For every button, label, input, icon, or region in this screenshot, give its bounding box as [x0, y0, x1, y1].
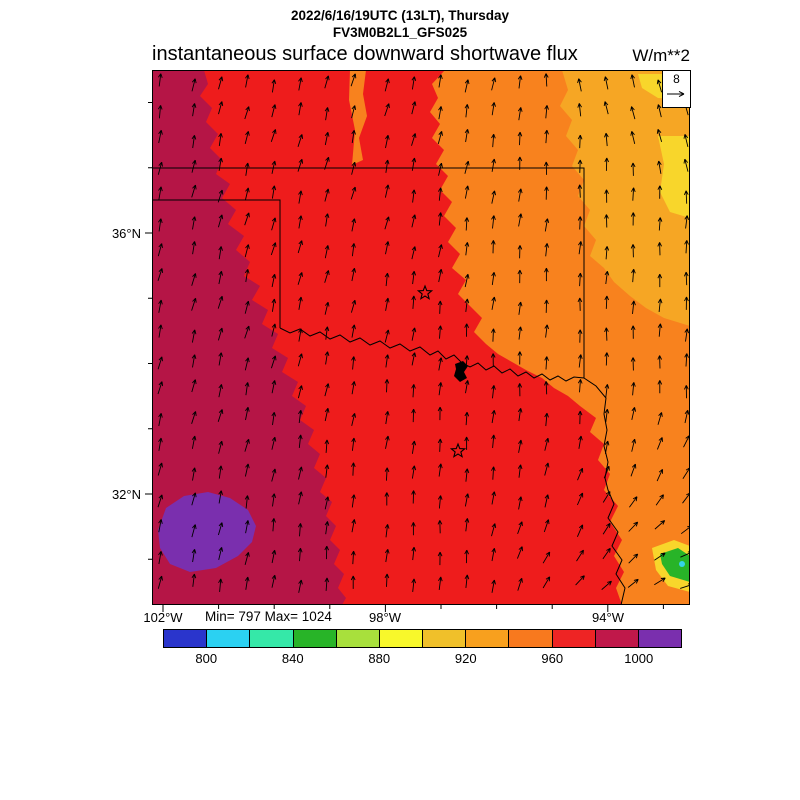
- colorbar-tick-label: 960: [541, 651, 564, 666]
- map-panel: [145, 70, 690, 612]
- reference-vector-arrow-icon: [667, 90, 685, 98]
- reference-vector-box: 8: [662, 70, 691, 108]
- border-texas-panhandle: [152, 199, 281, 328]
- region-purple: [158, 492, 256, 572]
- border-kansas-oklahoma: [152, 167, 585, 378]
- model-run-title: FV3M0B2L1_GFS025: [332, 25, 468, 40]
- colorbar: [163, 629, 682, 648]
- datetime-title: 2022/6/16/19UTC (13LT), Thursday: [290, 8, 510, 23]
- minmax-stats: Min= 797 Max= 1024: [205, 609, 332, 624]
- colorbar-segment: [379, 630, 424, 647]
- colorbar-segment: [293, 630, 337, 647]
- axis-tick-marks: [145, 102, 664, 612]
- city-star-marker: [449, 442, 467, 458]
- border-red-river: [279, 327, 585, 382]
- lon-tick-label-102w: 102°W: [143, 610, 183, 625]
- plot-title: instantaneous surface downward shortwave…: [152, 43, 578, 65]
- colorbar-segment: [207, 630, 251, 647]
- colorbar-segment: [552, 630, 596, 647]
- colorbar-segment: [423, 630, 467, 647]
- wind-vector-field: [157, 73, 690, 593]
- region-maroon: [152, 70, 346, 605]
- lat-tick-label-36n: 36°N: [111, 226, 141, 241]
- colorbar-tick-label: 880: [368, 651, 391, 666]
- region-orange-sliver: [349, 70, 367, 165]
- lat-tick-label-32n: 32°N: [111, 487, 141, 502]
- colorbar-segment: [336, 630, 380, 647]
- border-texas-east: [583, 377, 626, 605]
- colorbar-tick-label: 800: [195, 651, 218, 666]
- colorbar-segment: [466, 630, 510, 647]
- state-borders: [152, 167, 626, 605]
- colorbar-tick-labels: 800 840 880 920 960 1000: [163, 651, 682, 667]
- region-yellow-2: [658, 136, 690, 218]
- map-frame-border: [152, 70, 690, 605]
- colorbar-segment: [250, 630, 294, 647]
- lake-texoma: [454, 361, 468, 382]
- region-cyan-speck: [679, 561, 685, 567]
- region-gold: [560, 70, 690, 326]
- colorbar-tick-label: 920: [454, 651, 477, 666]
- colorbar-segment: [509, 630, 553, 647]
- units-label: W/m**2: [632, 46, 690, 65]
- colorbar-tick-label: 840: [281, 651, 304, 666]
- colorbar-segment: [595, 630, 639, 647]
- weather-map: [145, 70, 690, 612]
- lon-tick-label-98w: 98°W: [369, 610, 401, 625]
- colorbar-segment: [164, 630, 208, 647]
- map-layers: [152, 70, 690, 605]
- lon-tick-label-94w: 94°W: [592, 610, 624, 625]
- reference-vector-value: 8: [673, 72, 680, 86]
- city-star-marker: [416, 284, 434, 300]
- colorbar-segment: [638, 630, 682, 647]
- colorbar-tick-label: 1000: [624, 651, 654, 666]
